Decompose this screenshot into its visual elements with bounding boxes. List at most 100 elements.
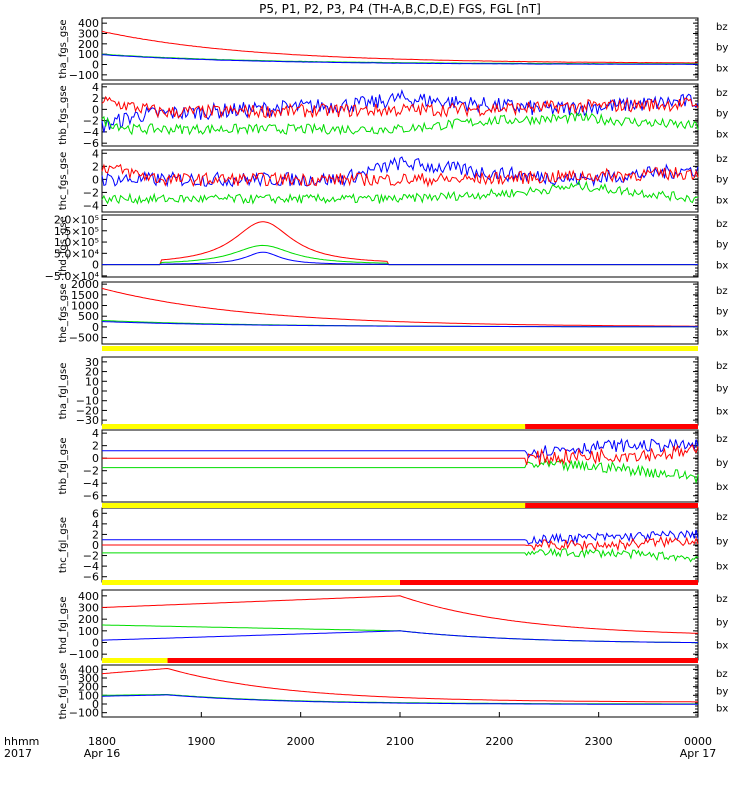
y-tick-label: 1500 (71, 289, 99, 302)
y-tick-label: 4 (92, 518, 99, 531)
legend-by: by (716, 240, 728, 251)
y-tick-label: 0 (92, 59, 99, 72)
panel-frame (101, 214, 699, 278)
legend-bz: bz (716, 361, 728, 372)
y-axis-label: the_fgl_gse (58, 663, 69, 720)
legend-bz: bz (716, 154, 728, 165)
y-tick-label: 2 (92, 92, 99, 105)
y-axis-label: the_fgs_gse (58, 283, 69, 342)
legend-bx: bx (716, 406, 728, 417)
y-tick-label: 2000 (71, 278, 99, 291)
series-bx (102, 529, 699, 545)
y-tick-label: 0 (92, 698, 99, 711)
legend-bz: bz (716, 434, 728, 445)
y-tick-label: −100 (69, 707, 99, 720)
x-tick-label: 2300 (585, 735, 613, 748)
y-axis-label: thd_fgl_gse (58, 597, 69, 654)
y-tick-label: 30 (85, 356, 99, 369)
y-tick-label: 200 (78, 38, 99, 51)
status-bar-red (525, 503, 698, 508)
series-bx (101, 88, 699, 133)
status-bar-yellow (102, 424, 526, 429)
y-tick-label: 100 (78, 689, 99, 702)
y-tick-label: −6 (83, 137, 99, 150)
series-bz (101, 595, 698, 634)
y-tick-label: 0 (92, 637, 99, 650)
y-tick-label: 0 (92, 103, 99, 116)
y-tick-label: 200 (78, 613, 99, 626)
series-bz (101, 287, 698, 327)
legend-bz: bz (716, 669, 728, 680)
y-tick-label: 2 (92, 440, 99, 453)
y-axis-label: tha_fgs_gse (58, 19, 69, 78)
y-tick-label: 300 (78, 602, 99, 615)
legend-bx: bx (716, 260, 728, 271)
series-bz (102, 221, 698, 266)
status-bar-yellow (102, 503, 526, 508)
y-tick-label: 300 (78, 672, 99, 685)
y-tick-label: 100 (78, 625, 99, 638)
panel-frame (101, 429, 699, 503)
panel-frame (101, 149, 699, 213)
y-tick-label: 2.0×10⁵ (54, 214, 99, 227)
y-tick-label: 2 (92, 528, 99, 541)
panel-thb_fgs_gse: 420−2−4−6 thb_fgs_gse bz by bx (58, 81, 728, 150)
y-tick-label: −6 (83, 490, 99, 503)
series-by (102, 624, 698, 644)
x-tick-label: 0000 (684, 735, 712, 748)
legend-by: by (716, 109, 728, 120)
y-tick-label: 4 (92, 147, 99, 160)
x-tick-label: 1900 (187, 735, 215, 748)
x-tick-label: 2100 (386, 735, 414, 748)
y-tick-label: 10 (85, 375, 99, 388)
y-tick-label: 400 (78, 663, 99, 676)
y-tick-label: 100 (78, 48, 99, 61)
y-tick-label: −100 (69, 69, 99, 82)
panel-frame (101, 281, 699, 345)
legend-bz: bz (716, 286, 728, 297)
y-tick-label: 200 (78, 681, 99, 694)
y-axis-label: thb_fgl_gse (58, 438, 69, 495)
series-by (102, 244, 698, 266)
x-tick-sublabel: Apr 17 (680, 747, 717, 760)
y-tick-label: −6 (83, 571, 99, 584)
y-tick-label: −2 (83, 550, 99, 563)
panel-thd_fgs_gse: 2.0×10⁵1.5×10⁵1.0×10⁵5.0×10⁴0−5.0×10⁴thd… (45, 214, 729, 283)
legend-bx: bx (716, 641, 728, 652)
legend-bx: bx (716, 327, 728, 338)
series-by (102, 458, 699, 485)
y-tick-label: 6 (92, 507, 99, 520)
series-bx (102, 437, 699, 459)
y-tick-label: 4 (92, 427, 99, 440)
legend-bx: bx (716, 561, 728, 572)
y-tick-label: 5.0×10⁴ (54, 247, 100, 260)
legend-bx: bx (716, 129, 728, 140)
x-tick-sublabel: Apr 16 (84, 747, 121, 760)
legend-by: by (716, 175, 728, 186)
status-bar-yellow (102, 346, 698, 351)
series-bx (101, 54, 698, 65)
legend-bz: bz (716, 22, 728, 33)
series-bz (101, 667, 698, 703)
legend-bz: bz (716, 512, 728, 523)
status-bar-yellow (102, 658, 168, 663)
time-axis-row-label-1: hhmm (4, 735, 39, 748)
legend-by: by (716, 384, 728, 395)
y-tick-label: 500 (78, 310, 99, 323)
status-bar-red (525, 424, 698, 429)
y-tick-label: 1000 (71, 300, 99, 313)
legend-by: by (716, 537, 728, 548)
panel-frame (101, 17, 699, 81)
legend-bx: bx (716, 482, 728, 493)
series-bx (102, 694, 698, 705)
legend-by: by (716, 686, 728, 697)
y-tick-label: 1.5×10⁵ (54, 225, 99, 238)
x-tick-label: 2200 (485, 735, 513, 748)
panel-frame (101, 83, 699, 147)
y-tick-label: 400 (78, 590, 99, 603)
series-by (102, 547, 699, 563)
